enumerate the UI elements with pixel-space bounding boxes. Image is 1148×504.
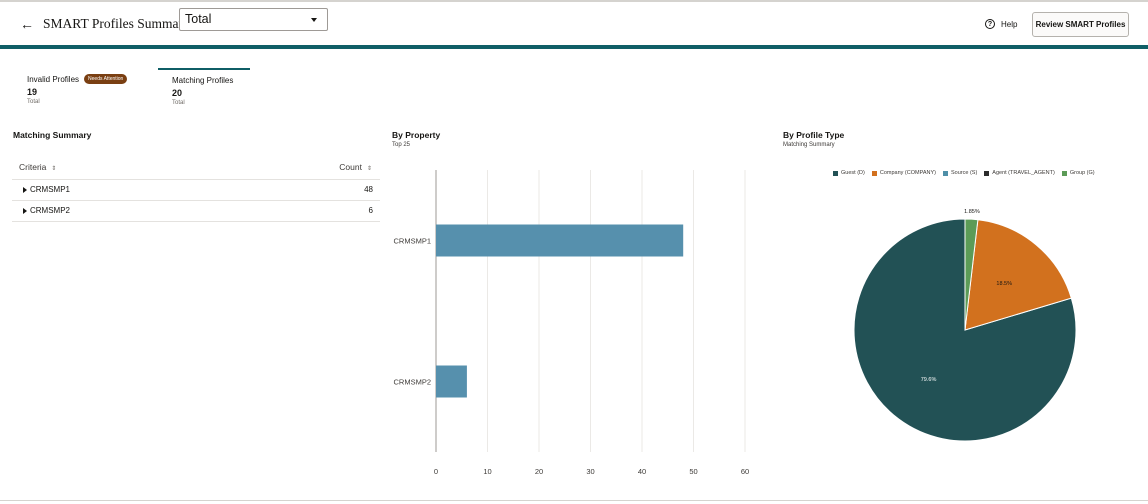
count-column-header[interactable]: Count ⇕ [339, 162, 372, 172]
by-profile-type-subtitle: Matching Summary [783, 142, 835, 148]
by-property-title: By Property [392, 130, 441, 140]
top-border [0, 0, 1148, 2]
legend-label: Source (S) [950, 170, 978, 176]
view-select[interactable]: Total [179, 8, 328, 31]
row-criteria: CRMSMP1 [30, 185, 71, 194]
sort-icon: ⇕ [51, 166, 57, 172]
legend-swatch [984, 170, 990, 176]
tab-invalid-count: 19 [27, 87, 38, 97]
back-button[interactable]: ← [20, 16, 34, 32]
review-smart-profiles-button[interactable]: Review SMART Profiles [1032, 12, 1129, 37]
by-profile-type-title: By Profile Type [783, 130, 845, 140]
by-property-bar-chart: 0 10 20 30 40 50 60 CRMSMP1 CRMSMP2 [393, 170, 749, 476]
x-tick-label: 10 [483, 467, 491, 476]
x-tick-label: 40 [638, 467, 646, 476]
matching-summary-table: Criteria ⇕ Count ⇕ CRMSMP1 48 CRMSMP2 6 [12, 152, 380, 222]
view-select-value: Total [185, 12, 212, 26]
x-tick-label: 20 [535, 467, 543, 476]
table-header: Criteria ⇕ Count ⇕ [12, 152, 380, 180]
bar[interactable] [436, 224, 684, 257]
x-tick-label: 60 [741, 467, 749, 476]
sort-icon: ⇕ [366, 166, 372, 172]
tab-invalid-profiles[interactable]: Invalid Profiles Needs Attention 19 Tota… [22, 68, 147, 110]
legend-label: Company (COMPANY) [879, 170, 936, 176]
pie-legend: Guest (D) Company (COMPANY) Source (S) Agen… [833, 170, 1095, 176]
table-row[interactable]: CRMSMP2 6 [12, 201, 380, 222]
legend-swatch [833, 170, 838, 176]
y-category-label: CRMSMP1 [393, 237, 431, 246]
legend-label: Agent (TRAVEL_AGENT) [992, 170, 1055, 176]
pie-slice[interactable] [964, 218, 979, 331]
expand-icon[interactable] [23, 208, 27, 214]
help-link[interactable]: ? Help [985, 19, 1017, 29]
row-count: 48 [364, 185, 373, 194]
y-category-label: CRMSMP2 [393, 378, 431, 387]
pie-slice-label: 1.85% [964, 209, 980, 215]
expand-icon[interactable] [23, 187, 27, 193]
legend-item[interactable]: Guest (D) [833, 170, 865, 176]
tab-matching-sub: Total [172, 100, 185, 106]
header-accent-bar [0, 45, 1148, 49]
tab-matching-count: 20 [172, 88, 183, 98]
tab-invalid-label: Invalid Profiles [27, 74, 80, 84]
legend-item[interactable]: Group (G) [1061, 170, 1095, 176]
help-icon: ? [985, 19, 995, 29]
help-label: Help [1001, 19, 1018, 29]
page-title: SMART Profiles Summary [43, 16, 190, 31]
by-property-subtitle: Top 25 [392, 142, 411, 148]
tab-matching-label: Matching Profiles [172, 76, 234, 85]
bar[interactable] [436, 365, 467, 398]
table-row[interactable]: CRMSMP1 48 [12, 180, 380, 201]
tab-matching-profiles[interactable]: Matching Profiles 20 Total [158, 68, 250, 110]
row-count: 6 [368, 206, 373, 215]
x-tick-label: 30 [586, 467, 594, 476]
bottom-border [0, 500, 1148, 501]
row-criteria: CRMSMP2 [30, 206, 71, 215]
legend-label: Group (G) [1069, 170, 1095, 176]
x-tick-label: 0 [434, 467, 438, 476]
page-header: ← SMART Profiles Summary Total ? Help Re… [0, 2, 1148, 46]
pie-slice[interactable] [964, 219, 1072, 331]
chevron-down-icon [311, 18, 317, 22]
by-profile-type-pie-chart: 79.6% 18.5% 1.85% [853, 209, 1077, 442]
legend-item[interactable]: Source (S) [942, 170, 978, 176]
pie-slice-label: 79.6% [921, 377, 937, 383]
pie-slice-label: 18.5% [996, 281, 1012, 287]
legend-swatch [871, 170, 877, 176]
legend-swatch [942, 170, 948, 176]
matching-summary-title: Matching Summary [13, 130, 92, 140]
tab-invalid-sub: Total [27, 99, 40, 105]
legend-swatch [1061, 170, 1067, 176]
criteria-column-header[interactable]: Criteria ⇕ [19, 162, 57, 172]
legend-item[interactable]: Agent (TRAVEL_AGENT) [984, 170, 1055, 176]
x-tick-label: 50 [689, 467, 697, 476]
needs-attention-badge: Needs Attention [84, 74, 128, 84]
legend-item[interactable]: Company (COMPANY) [871, 170, 936, 176]
legend-label: Guest (D) [841, 170, 865, 176]
